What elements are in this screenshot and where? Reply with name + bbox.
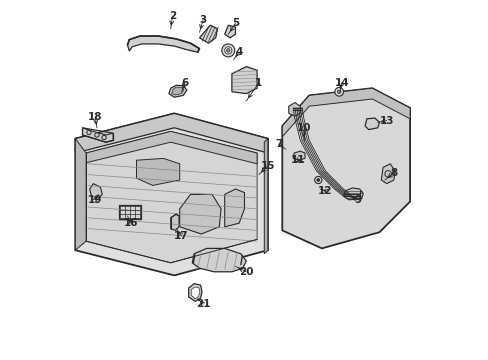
Text: 1: 1: [255, 78, 262, 88]
Polygon shape: [365, 118, 379, 130]
Polygon shape: [82, 128, 113, 142]
Polygon shape: [282, 88, 409, 137]
Text: 6: 6: [181, 78, 188, 88]
Text: 11: 11: [290, 155, 305, 165]
Polygon shape: [231, 67, 257, 94]
Text: 12: 12: [318, 186, 332, 196]
Polygon shape: [168, 85, 186, 97]
Polygon shape: [264, 139, 267, 254]
Polygon shape: [86, 131, 257, 164]
Circle shape: [290, 106, 297, 113]
Polygon shape: [199, 25, 217, 43]
Polygon shape: [171, 87, 183, 95]
Polygon shape: [292, 151, 305, 160]
Text: 10: 10: [296, 123, 310, 133]
Text: 13: 13: [379, 116, 393, 126]
Text: 5: 5: [231, 18, 239, 28]
Text: 18: 18: [88, 112, 102, 122]
Polygon shape: [75, 139, 86, 250]
Text: 15: 15: [260, 161, 275, 171]
Polygon shape: [192, 248, 246, 272]
Circle shape: [222, 44, 234, 57]
Polygon shape: [89, 184, 102, 198]
Polygon shape: [282, 88, 409, 248]
Text: 8: 8: [389, 168, 397, 178]
Text: 3: 3: [199, 15, 206, 25]
Polygon shape: [127, 36, 199, 52]
Polygon shape: [224, 189, 244, 227]
Polygon shape: [343, 188, 363, 200]
Polygon shape: [381, 164, 394, 184]
Polygon shape: [191, 287, 200, 299]
Circle shape: [337, 90, 340, 94]
Text: 20: 20: [239, 267, 253, 277]
Text: 16: 16: [123, 218, 138, 228]
Text: 19: 19: [88, 195, 102, 205]
Circle shape: [334, 87, 343, 96]
Text: 21: 21: [196, 299, 210, 309]
Circle shape: [316, 179, 319, 181]
Polygon shape: [75, 113, 267, 153]
Text: 14: 14: [334, 78, 348, 88]
Text: 7: 7: [274, 139, 282, 149]
Polygon shape: [136, 158, 179, 185]
Circle shape: [224, 47, 231, 54]
Polygon shape: [75, 113, 267, 275]
Circle shape: [226, 49, 230, 52]
Polygon shape: [170, 214, 179, 230]
Text: 2: 2: [168, 11, 176, 21]
Text: 17: 17: [174, 231, 188, 241]
Polygon shape: [86, 131, 257, 263]
Polygon shape: [188, 284, 202, 301]
Text: 4: 4: [235, 47, 242, 57]
Polygon shape: [288, 103, 300, 116]
Text: 9: 9: [354, 195, 361, 205]
Polygon shape: [179, 194, 221, 234]
Polygon shape: [224, 25, 235, 38]
